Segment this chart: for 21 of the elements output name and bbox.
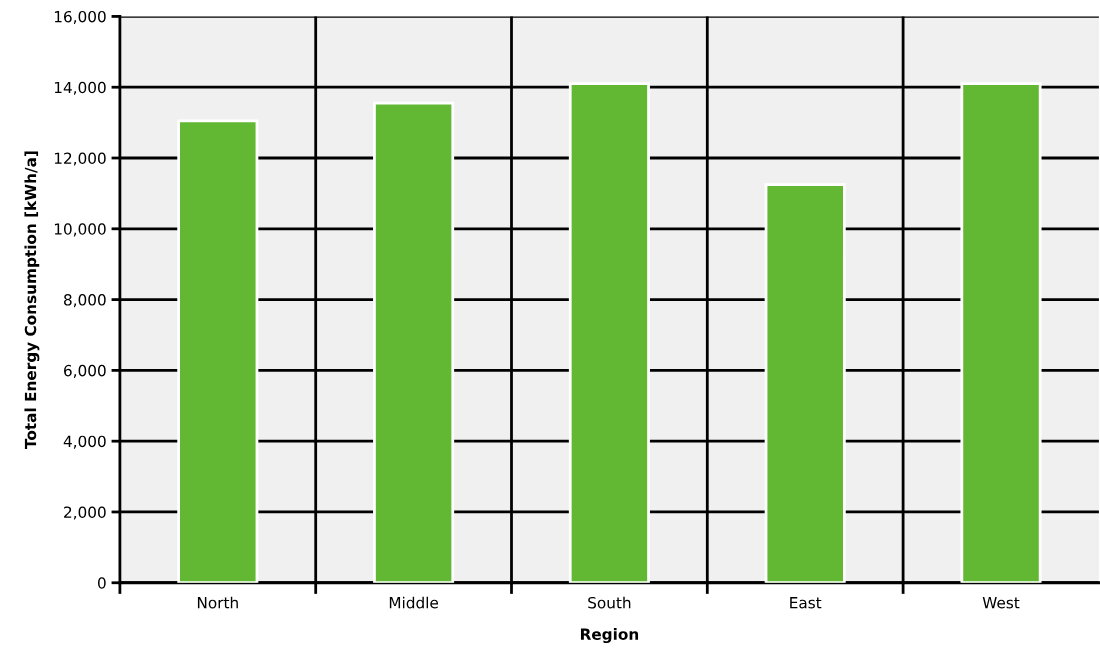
y-tick-label: 8,000 (64, 294, 106, 308)
y-tick-label: 14,000 (54, 81, 106, 95)
x-tick-label: South (588, 596, 631, 609)
y-tick-label: 16,000 (54, 10, 106, 25)
y-tick-label: 6,000 (64, 364, 106, 378)
x-tick-label: West (982, 597, 1020, 609)
bar (373, 101, 455, 583)
y-tick-label: 10,000 (54, 223, 106, 237)
bar (764, 183, 846, 583)
y-tick-label: 0 (97, 577, 106, 589)
y-tick-label: 4,000 (63, 435, 106, 449)
x-tick-label: East (790, 597, 822, 609)
x-tick-label: North (197, 596, 238, 609)
y-tick-label: 12,000 (54, 152, 106, 166)
x-axis-title: Region (580, 628, 639, 644)
bar (177, 119, 259, 583)
y-axis-title: Total Energy Consumption [kWh/a] (24, 151, 40, 449)
bar (568, 82, 650, 583)
y-tick-label: 2,000 (64, 506, 106, 520)
x-tick-label: Middle (389, 596, 439, 609)
bar (960, 82, 1042, 583)
